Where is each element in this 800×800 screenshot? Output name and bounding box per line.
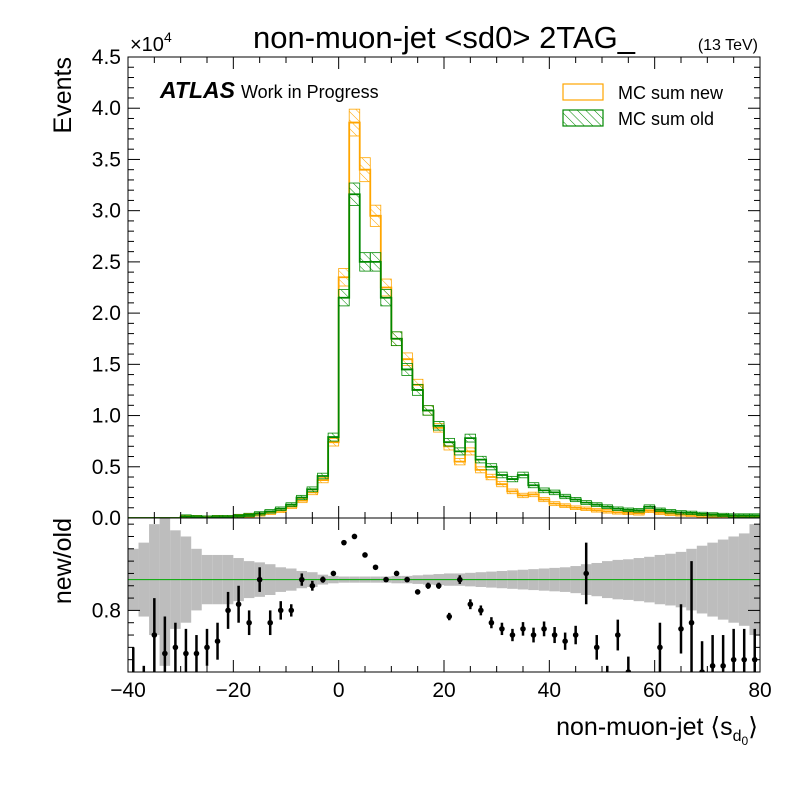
x-tick-label: −20	[216, 679, 252, 702]
legend: MC sum new MC sum old	[562, 83, 724, 129]
ratio-point-44	[593, 644, 600, 651]
y-tick-label: 2.0	[92, 302, 121, 325]
histogram-series	[128, 108, 760, 518]
axis-ticks: −40 −20 0 20 40 60 80 0.0 0.5 1.0 1.5 2.0 2.5 3.0 3.5 4…	[92, 46, 772, 702]
ratio-point-17	[309, 582, 316, 589]
ratio-point-8	[214, 638, 221, 644]
ratio-point-26	[404, 576, 410, 583]
ratio-point-2	[151, 632, 158, 638]
y-tick-label: 3.0	[92, 200, 121, 223]
ratio-point-22	[362, 552, 368, 558]
ratio-point-39	[541, 626, 547, 632]
ratio-point-11	[246, 619, 252, 626]
ratio-point-50	[657, 644, 663, 651]
ratio-point-46	[615, 632, 621, 638]
ratio-point-38	[530, 632, 537, 638]
x-axis-label: non-muon-jet ⟨sd0⟩	[556, 713, 758, 748]
energy-label: (13 TeV)	[698, 37, 758, 54]
ratio-point-52	[678, 626, 684, 632]
atlas-label: ATLAS Work in Progress	[159, 77, 379, 103]
ratio-point-23	[372, 564, 379, 571]
y-tick-label: 4.0	[92, 97, 121, 120]
ratio-point-40	[551, 632, 558, 638]
ratio-point-56	[720, 663, 726, 669]
x-axis-label-subsub: 0	[742, 734, 749, 748]
y-tick-label: 4.5	[92, 46, 121, 69]
legend-label-new: MC sum new	[618, 83, 724, 103]
ratio-point-4	[172, 644, 179, 651]
ratio-point-51	[668, 700, 674, 706]
ratio-point-57	[730, 656, 737, 663]
legend-label-old: MC sum old	[618, 109, 714, 129]
ratio-point-3	[162, 650, 168, 657]
y-tick-label: 0.5	[92, 456, 121, 479]
series-line-mc-sum-new	[128, 121, 760, 518]
legend-swatch-new	[562, 83, 604, 101]
atlas-status-text: Work in Progress	[241, 82, 379, 102]
ratio-point-36	[509, 632, 516, 638]
y-tick-label: 0.0	[92, 507, 121, 530]
ratio-point-18	[320, 576, 326, 583]
ratio-point-33	[478, 607, 484, 614]
ratio-point-35	[499, 626, 505, 632]
ratio-point-31	[457, 576, 463, 583]
ratio-point-43	[583, 570, 589, 577]
y-tick-label: 2.5	[92, 251, 121, 274]
ratio-point-24	[383, 576, 389, 583]
ratio-point-54	[699, 669, 705, 672]
y-tick-label: 3.5	[92, 148, 121, 171]
x-tick-label: 20	[432, 679, 455, 702]
y-axis-exponent: ×104	[130, 29, 172, 56]
ratio-point-19	[330, 570, 337, 577]
x-tick-label: 0	[333, 679, 345, 702]
ratio-point-32	[467, 601, 474, 608]
legend-swatch-old	[562, 109, 604, 127]
ratio-point-20	[341, 539, 347, 546]
ratio-point-25	[393, 570, 400, 577]
ratio-band-bin-3	[159, 518, 171, 666]
ratio-point-27	[414, 589, 421, 595]
y-tick-label: 1.0	[92, 405, 121, 428]
ratio-point-10	[235, 601, 242, 608]
x-tick-label: 40	[538, 679, 561, 702]
y-axis-exponent-base: ×10	[130, 34, 164, 56]
ratio-point-55	[709, 663, 716, 669]
x-tick-label: −40	[110, 679, 146, 702]
ratio-y-axis-label: new/old	[49, 518, 77, 604]
ratio-point-7	[204, 644, 210, 651]
ratio-point-14	[277, 607, 284, 614]
atlas-logo-text: ATLAS	[159, 77, 236, 103]
ratio-point-58	[741, 656, 747, 663]
y-axis-label: Events	[49, 57, 77, 133]
ratio-tick-label: 0.8	[92, 599, 121, 622]
y-axis-exponent-power: 4	[164, 29, 172, 45]
ratio-point-5	[183, 650, 189, 657]
ratio-point-29	[435, 582, 442, 589]
ratio-points	[132, 533, 758, 706]
ratio-point-30	[446, 613, 453, 620]
ratio-point-15	[288, 607, 295, 614]
x-tick-label: 60	[643, 679, 666, 702]
ratio-point-28	[425, 582, 432, 589]
ratio-point-6	[193, 650, 200, 657]
ratio-point-12	[256, 576, 263, 583]
ratio-point-42	[572, 632, 579, 638]
chart-title: non-muon-jet <sd0> 2TAG_	[253, 20, 636, 55]
ratio-point-21	[351, 533, 358, 540]
ratio-point-37	[520, 626, 526, 632]
ratio-point-16	[299, 576, 305, 583]
ratio-point-53	[688, 619, 695, 626]
ratio-point-34	[488, 619, 495, 626]
x-axis-label-main: non-muon-jet ⟨s	[556, 713, 733, 741]
series-line-mc-sum-old	[128, 193, 760, 518]
y-tick-label: 1.5	[92, 353, 121, 376]
x-axis-label-sub: d	[733, 728, 742, 745]
x-tick-label: 80	[748, 679, 771, 702]
x-axis-label-close: ⟩	[748, 713, 758, 741]
ratio-point-9	[225, 607, 231, 614]
ratio-point-13	[267, 619, 274, 626]
ratio-point-45	[604, 675, 610, 681]
ratio-point-41	[562, 638, 568, 644]
